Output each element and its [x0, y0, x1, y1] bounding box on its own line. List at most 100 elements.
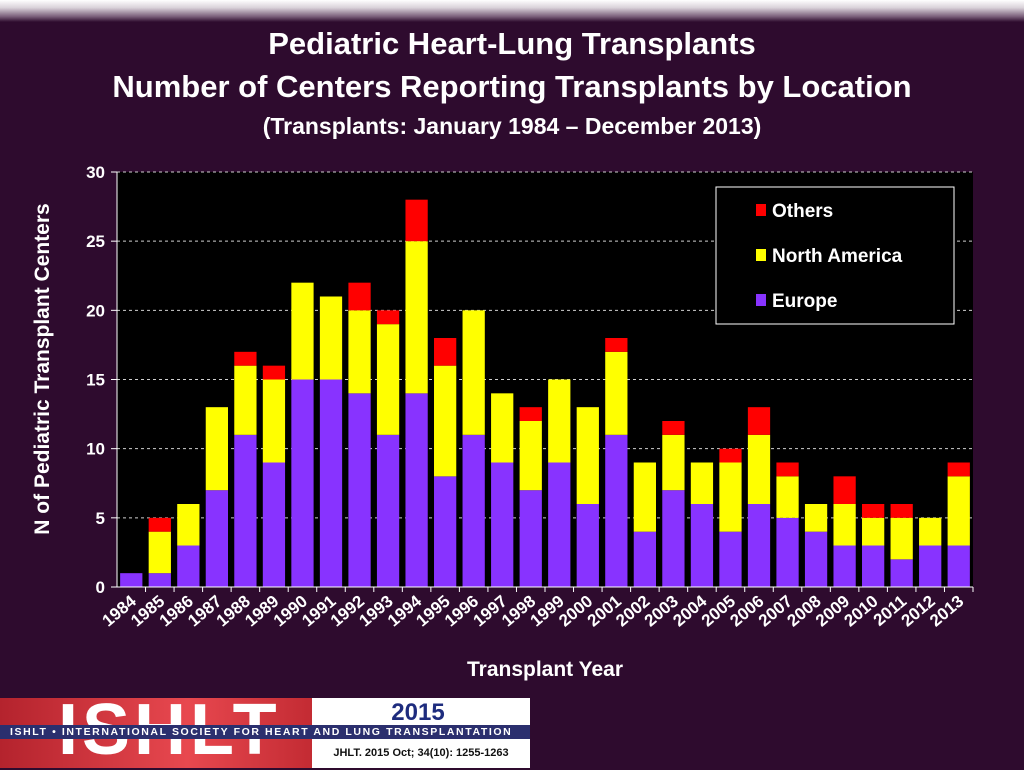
bar-others-1995: [434, 338, 457, 366]
journal-citation: JHLT. 2015 Oct; 34(10): 1255-1263: [333, 747, 509, 759]
bar-others-2010: [862, 504, 885, 518]
bar-others-2011: [890, 504, 913, 518]
bar-north-america-2008: [804, 504, 828, 532]
bar-europe-2000: [576, 504, 599, 587]
bar-others-1985: [148, 517, 171, 532]
bar-europe-2008: [804, 531, 828, 587]
bar-others-2005: [719, 448, 742, 463]
bar-europe-1991: [319, 379, 343, 587]
legend-swatch-others: [756, 204, 766, 216]
bar-north-america-1990: [291, 282, 314, 380]
bar-north-america-2009: [833, 504, 856, 546]
bar-north-america-1987: [205, 407, 228, 491]
bar-north-america-2000: [576, 407, 599, 504]
bar-others-1994: [405, 199, 428, 242]
bar-europe-1998: [519, 490, 542, 587]
bar-others-2013: [947, 462, 970, 477]
bar-europe-2002: [633, 531, 656, 587]
bar-europe-2005: [719, 531, 742, 587]
bar-north-america-1994: [405, 241, 428, 394]
y-tick-label: 20: [86, 301, 105, 320]
legend-label-europe: Europe: [772, 291, 837, 312]
bar-north-america-2013: [947, 476, 970, 546]
bar-north-america-2010: [862, 517, 885, 546]
bar-north-america-1992: [348, 310, 371, 394]
y-axis-title: N of Pediatric Transplant Centers: [31, 203, 54, 534]
bar-others-1998: [519, 407, 542, 421]
bar-europe-2006: [747, 504, 771, 587]
bar-north-america-2012: [919, 517, 942, 546]
bar-europe-1989: [262, 462, 286, 587]
bar-europe-1987: [205, 490, 228, 587]
legend-label-north-america: North America: [772, 246, 903, 267]
bar-others-1988: [234, 351, 257, 366]
bar-europe-1984: [120, 573, 143, 587]
bar-europe-2003: [662, 490, 685, 587]
bar-others-1993: [376, 310, 400, 325]
bar-others-2009: [833, 476, 856, 504]
bar-europe-1996: [462, 434, 485, 587]
bar-north-america-2001: [605, 351, 628, 435]
bar-europe-1988: [234, 434, 257, 587]
chart-subtitle: Number of Centers Reporting Transplants …: [112, 69, 912, 104]
bar-europe-1994: [405, 393, 428, 587]
bar-north-america-1991: [319, 296, 343, 380]
bar-north-america-1986: [177, 504, 200, 546]
y-tick-label: 0: [96, 578, 105, 597]
bar-north-america-2005: [719, 462, 742, 532]
bar-europe-1992: [348, 393, 371, 587]
y-tick-label: 25: [86, 232, 105, 251]
y-tick-label: 5: [96, 509, 105, 528]
bar-europe-1993: [376, 434, 400, 587]
y-tick-label: 30: [86, 163, 105, 182]
bar-europe-2001: [605, 434, 628, 587]
bar-europe-1995: [434, 476, 457, 587]
bar-europe-2011: [890, 559, 913, 587]
x-axis-title: Transplant Year: [467, 658, 623, 681]
chart-period: (Transplants: January 1984 – December 20…: [262, 113, 762, 139]
footer: ISHLT 2015 ISHLT • INTERNATIONAL SOCIETY…: [0, 692, 530, 768]
legend-label-others: Others: [772, 201, 833, 222]
bar-north-america-2004: [690, 462, 714, 504]
bar-europe-2013: [947, 545, 970, 587]
bar-others-1989: [262, 365, 286, 380]
y-tick-label: 15: [86, 371, 105, 390]
bar-others-2006: [747, 407, 771, 435]
bar-north-america-1999: [548, 379, 571, 463]
bar-europe-1985: [148, 573, 171, 587]
bar-others-2007: [776, 462, 799, 477]
bar-europe-2010: [862, 545, 885, 587]
x-tick-label: 2013: [926, 592, 967, 631]
bar-europe-2012: [919, 545, 942, 587]
bar-north-america-2007: [776, 476, 799, 518]
bar-north-america-1998: [519, 421, 542, 491]
bar-north-america-1996: [462, 310, 485, 435]
bar-north-america-1988: [234, 365, 257, 435]
top-gradient-band: [0, 0, 1024, 22]
legend-swatch-europe: [756, 294, 766, 306]
bar-others-2001: [605, 338, 628, 352]
title-block: Pediatric Heart-Lung Transplants Number …: [0, 26, 1024, 140]
bar-europe-1986: [177, 545, 200, 587]
bar-europe-2004: [690, 504, 714, 587]
bar-north-america-1995: [434, 365, 457, 477]
bar-europe-2007: [776, 517, 799, 587]
bar-north-america-1993: [376, 324, 400, 435]
report-year: 2015: [391, 699, 445, 726]
legend-box: [715, 186, 955, 325]
society-name: ISHLT • INTERNATIONAL SOCIETY FOR HEART …: [0, 725, 530, 739]
bar-north-america-1997: [491, 393, 514, 463]
bar-europe-2009: [833, 545, 856, 587]
bar-north-america-1989: [262, 379, 286, 463]
bar-others-1992: [348, 282, 371, 311]
bar-europe-1999: [548, 462, 571, 587]
bar-north-america-2002: [633, 462, 656, 532]
bar-north-america-1985: [148, 531, 171, 574]
bar-others-2003: [662, 421, 685, 435]
y-tick-label: 10: [86, 440, 105, 459]
legend: Others North America Europe: [715, 186, 955, 325]
bar-europe-1997: [491, 462, 514, 587]
bar-europe-1990: [291, 379, 314, 587]
bar-north-america-2006: [747, 434, 771, 504]
